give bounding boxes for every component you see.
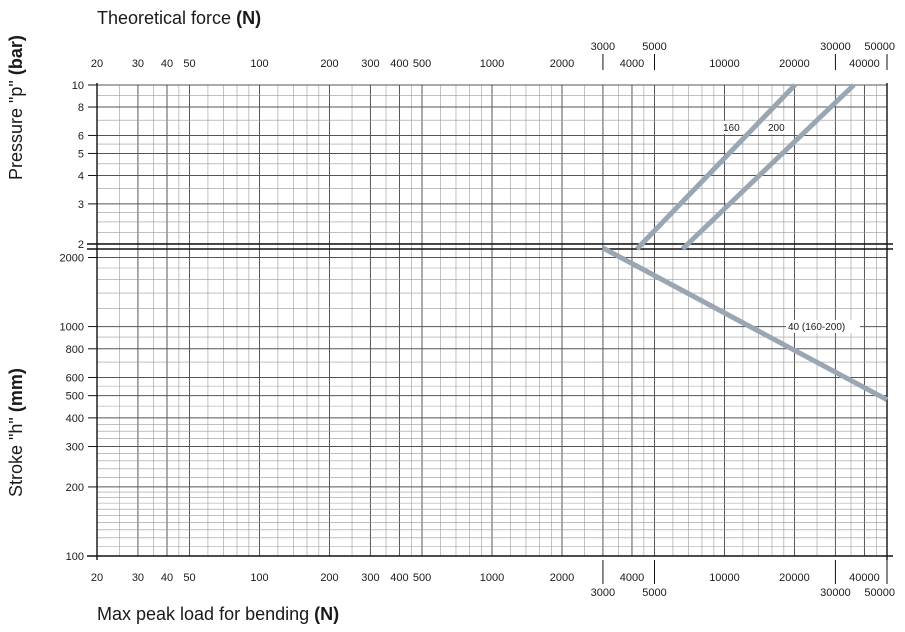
bottom-x-tick-label: 200 [320,572,338,584]
bottom-x-tick-label: 5000 [642,587,666,599]
stroke-tick-label: 400 [66,413,84,425]
top-x-tick-label: 500 [413,58,431,70]
stroke-tick-label: 100 [66,551,84,563]
top-x-tick-label: 40 [161,58,173,70]
stroke-tick-label: 1000 [60,322,84,334]
stroke-series-line [601,245,889,402]
top-x-tick-label: 50000 [864,41,895,53]
bottom-x-tick-label: 30000 [820,587,851,599]
bottom-x-tick-label: 4000 [620,572,644,584]
stroke-tick-label: 200 [66,482,84,494]
top-x-tick-label: 300 [361,58,379,70]
bottom-x-tick-label: 20000 [779,572,810,584]
pressure-tick-label: 8 [78,102,84,114]
bottom-x-tick-label: 40 [161,572,173,584]
series-label-bg [786,320,860,333]
series-label-160: 160 [723,123,740,134]
top-x-tick-label: 20 [91,58,103,70]
series-label-bg [720,121,744,134]
grid-layer [87,83,893,560]
top-x-tick-label: 4000 [620,58,644,70]
top-x-tick-label: 5000 [642,41,666,53]
series-label-200: 200 [768,123,785,134]
top-x-tick-label: 3000 [591,41,615,53]
pressure-series-line-160 [635,83,797,251]
top-x-tick-label: 100 [250,58,268,70]
tick-layer: 20 30 40 50 100 200 300 400 500 1000 2000 3000 4000 5… [60,41,895,599]
stroke-tick-label: 500 [66,391,84,403]
stroke-tick-label: 300 [66,442,84,454]
bottom-x-tick-label: 50 [183,572,195,584]
bottom-x-tick-label: 300 [361,572,379,584]
bottom-x-tick-label: 20 [91,572,103,584]
pressure-tick-label: 5 [78,148,84,160]
pressure-series-line-200 [680,83,856,251]
top-x-tick-label: 400 [390,58,408,70]
stroke-tick-label: 2000 [60,252,84,264]
top-x-tick-label: 50 [183,58,195,70]
series-label-bg [765,121,789,134]
bottom-x-tick-label: 30 [132,572,144,584]
pressure-tick-label: 4 [78,170,84,182]
bottom-x-tick-label: 1000 [480,572,504,584]
top-x-tick-label: 40000 [849,58,880,70]
top-x-tick-label: 30 [132,58,144,70]
top-x-tick-label: 2000 [550,58,574,70]
top-x-tick-label: 20000 [779,58,810,70]
bottom-x-tick-label: 100 [250,572,268,584]
top-axis-title-unit: (N) [236,8,262,28]
stroke-tick-label: 600 [66,372,84,384]
bottom-axis-title-text: Max peak load for bending [97,604,310,624]
bottom-axis-title: Max peak load for bending (N) [97,604,339,625]
bottom-x-tick-label: 40000 [849,572,880,584]
stroke-series-label: 40 (160-200) [788,322,845,333]
top-x-tick-label: 1000 [480,58,504,70]
pressure-tick-label: 3 [78,199,84,211]
bottom-x-tick-label: 3000 [591,587,615,599]
top-axis-title: Theoretical force (N) [97,8,261,29]
pressure-tick-label: 6 [78,130,84,142]
series-layer: 160 200 40 (160-200) [601,83,889,402]
top-axis-title-text: Theoretical force [97,8,232,28]
top-x-tick-label: 30000 [820,41,851,53]
bottom-x-tick-label: 50000 [864,587,895,599]
bottom-x-tick-label: 2000 [550,572,574,584]
bottom-x-tick-label: 10000 [709,572,740,584]
stroke-tick-label: 800 [66,344,84,356]
top-x-tick-label: 10000 [709,58,740,70]
pressure-tick-label: 2 [78,239,84,251]
pressure-tick-label: 10 [72,80,84,92]
bottom-axis-title-unit: (N) [314,604,340,624]
top-x-tick-label: 200 [320,58,338,70]
bottom-x-tick-label: 400 [390,572,408,584]
bottom-x-tick-label: 500 [413,572,431,584]
